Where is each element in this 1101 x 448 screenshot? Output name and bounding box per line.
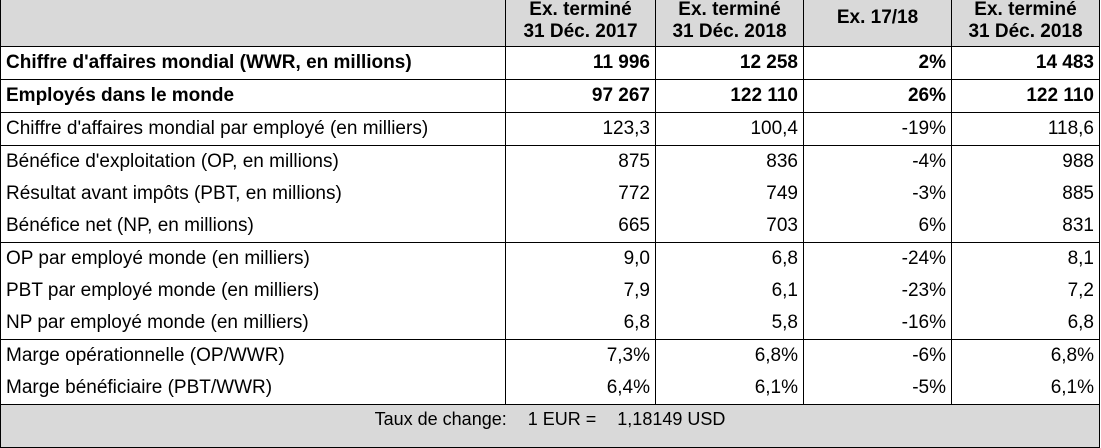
exchange-rate-row: Taux de change: 1 EUR = 1,18149 USD	[0, 404, 1100, 448]
cell-value: -23%	[803, 275, 952, 307]
cell-value: -4%	[803, 145, 952, 178]
row-label: Bénéfice d'exploitation (OP, en millions…	[0, 145, 506, 178]
cell-value: 749	[655, 178, 804, 210]
row-label: PBT par employé monde (en milliers)	[0, 275, 506, 307]
row-label: Chiffre d'affaires mondial par employé (…	[0, 112, 506, 146]
cell-value: 5,8	[655, 307, 804, 340]
cell-value: 6,8%	[655, 339, 804, 372]
table-row: NP par employé monde (en milliers) 6,8 5…	[0, 307, 1100, 340]
cell-value: 772	[505, 178, 656, 210]
cell-value: 6,4%	[505, 372, 656, 405]
cell-value: 118,6	[951, 112, 1100, 146]
row-label: OP par employé monde (en milliers)	[0, 242, 506, 275]
cell-value: -3%	[803, 178, 952, 210]
cell-value: 7,3%	[505, 339, 656, 372]
table-row: Chiffre d'affaires mondial (WWR, en mill…	[0, 46, 1100, 80]
table-row: OP par employé monde (en milliers) 9,0 6…	[0, 242, 1100, 275]
cell-value: 665	[505, 210, 656, 243]
cell-value: -24%	[803, 242, 952, 275]
cell-value: -16%	[803, 307, 952, 340]
cell-value: 123,3	[505, 112, 656, 146]
cell-value: 6%	[803, 210, 952, 243]
exchange-rate-label: Taux de change:	[374, 409, 507, 429]
cell-value: 885	[951, 178, 1100, 210]
header-col-2018: Ex. terminé 31 Déc. 2018	[655, 0, 804, 47]
cell-value: 12 258	[655, 46, 804, 80]
cell-value: 875	[505, 145, 656, 178]
cell-value: 2%	[803, 46, 952, 80]
row-label: Bénéfice net (NP, en millions)	[0, 210, 506, 243]
row-label: NP par employé monde (en milliers)	[0, 307, 506, 340]
cell-value: 9,0	[505, 242, 656, 275]
cell-value: 831	[951, 210, 1100, 243]
exchange-rate-base: 1 EUR =	[527, 409, 597, 429]
cell-value: 988	[951, 145, 1100, 178]
cell-value: -5%	[803, 372, 952, 405]
cell-value: 97 267	[505, 79, 656, 113]
table-row: Résultat avant impôts (PBT, en millions)…	[0, 178, 1100, 210]
header-col-change: Ex. 17/18	[803, 0, 952, 47]
header-col-2018-usd: Ex. terminé 31 Déc. 2018	[951, 0, 1100, 47]
row-label: Chiffre d'affaires mondial (WWR, en mill…	[0, 46, 506, 80]
row-label: Résultat avant impôts (PBT, en millions)	[0, 178, 506, 210]
cell-value: 100,4	[655, 112, 804, 146]
cell-value: 6,1%	[655, 372, 804, 405]
table-row: Marge bénéficiaire (PBT/WWR) 6,4% 6,1% -…	[0, 372, 1100, 405]
table-row: PBT par employé monde (en milliers) 7,9 …	[0, 275, 1100, 307]
header-label-cell	[0, 0, 506, 47]
cell-value: 7,9	[505, 275, 656, 307]
cell-value: 26%	[803, 79, 952, 113]
cell-value: 6,8	[505, 307, 656, 340]
header-col-2017: Ex. terminé 31 Déc. 2017	[505, 0, 656, 47]
row-label: Marge bénéficiaire (PBT/WWR)	[0, 372, 506, 405]
cell-value: 11 996	[505, 46, 656, 80]
exchange-rate-value: 1,18149 USD	[617, 409, 726, 429]
cell-value: 6,8%	[951, 339, 1100, 372]
cell-value: -19%	[803, 112, 952, 146]
exchange-rate-cell: Taux de change: 1 EUR = 1,18149 USD	[0, 404, 1100, 448]
table-row: Bénéfice net (NP, en millions) 665 703 6…	[0, 210, 1100, 243]
cell-value: 122 110	[655, 79, 804, 113]
table-row: Marge opérationnelle (OP/WWR) 7,3% 6,8% …	[0, 339, 1100, 372]
row-label: Employés dans le monde	[0, 79, 506, 113]
cell-value: 6,1	[655, 275, 804, 307]
table-row: Bénéfice d'exploitation (OP, en millions…	[0, 145, 1100, 178]
cell-value: 836	[655, 145, 804, 178]
cell-value: 6,1%	[951, 372, 1100, 405]
cell-value: 8,1	[951, 242, 1100, 275]
table-row: Employés dans le monde 97 267 122 110 26…	[0, 79, 1100, 113]
cell-value: 7,2	[951, 275, 1100, 307]
cell-value: 6,8	[951, 307, 1100, 340]
header-row: Ex. terminé 31 Déc. 2017 Ex. terminé 31 Dé…	[0, 0, 1100, 47]
cell-value: 122 110	[951, 79, 1100, 113]
table-row: Chiffre d'affaires mondial par employé (…	[0, 112, 1100, 146]
cell-value: -6%	[803, 339, 952, 372]
cell-value: 6,8	[655, 242, 804, 275]
cell-value: 703	[655, 210, 804, 243]
row-label: Marge opérationnelle (OP/WWR)	[0, 339, 506, 372]
cell-value: 14 483	[951, 46, 1100, 80]
